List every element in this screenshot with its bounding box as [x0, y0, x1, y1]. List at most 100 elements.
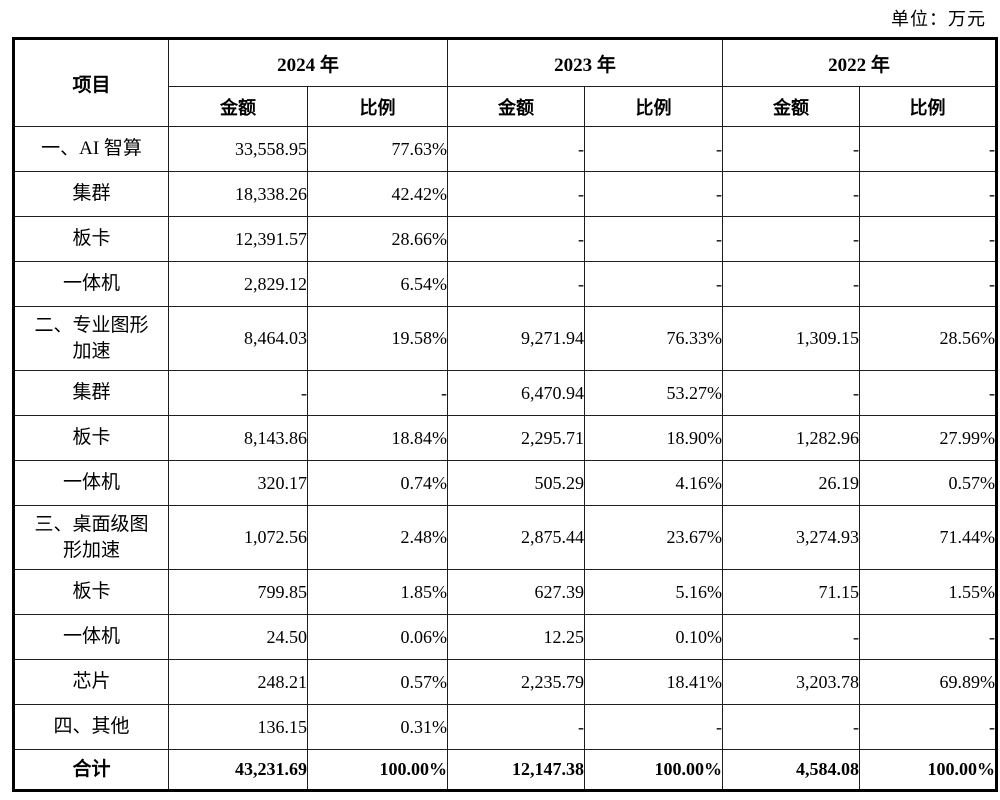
- row-label: 芯片: [13, 659, 169, 705]
- row-label: 一体机: [13, 261, 169, 307]
- col-header-year-2023: 2023 年: [447, 38, 724, 87]
- row-label: 板卡: [13, 415, 169, 461]
- amount-2024: 33,558.95: [168, 126, 308, 172]
- table-row-chip: 芯片 248.21 0.57% 2,235.79 18.41% 3,203.78…: [13, 659, 998, 705]
- amount-2023: 505.29: [447, 460, 586, 506]
- ratio-2023: -: [584, 216, 724, 262]
- amount-2024: 136.15: [168, 704, 308, 750]
- amount-2024: 320.17: [168, 460, 308, 506]
- amount-2023: 12,147.38: [447, 749, 586, 791]
- amount-2022: 3,274.93: [722, 505, 861, 570]
- ratio-2023: 0.10%: [584, 614, 724, 660]
- row-label: 板卡: [13, 216, 169, 262]
- amount-2024: 24.50: [168, 614, 308, 660]
- ratio-2024: 0.06%: [306, 614, 449, 660]
- ratio-2022: -: [859, 261, 998, 307]
- table-row-pro-graphics: 二、专业图形 加速 8,464.03 19.58% 9,271.94 76.33…: [13, 306, 998, 371]
- table-row-board: 板卡 8,143.86 18.84% 2,295.71 18.90% 1,282…: [13, 415, 998, 461]
- ratio-2024: 0.31%: [306, 704, 449, 750]
- ratio-2024: 28.66%: [306, 216, 449, 262]
- table-row-other: 四、其他 136.15 0.31% - - - -: [13, 704, 998, 750]
- ratio-2024: 0.57%: [306, 659, 449, 705]
- amount-2024: 18,338.26: [168, 171, 308, 217]
- ratio-2022: 28.56%: [859, 306, 998, 371]
- table-row-allinone: 一体机 320.17 0.74% 505.29 4.16% 26.19 0.57…: [13, 460, 998, 506]
- ratio-2022: -: [859, 216, 998, 262]
- ratio-2024: 77.63%: [306, 126, 449, 172]
- ratio-2023: 18.41%: [584, 659, 724, 705]
- ratio-2024: 100.00%: [306, 749, 449, 791]
- table-row-cluster: 集群 - - 6,470.94 53.27% - -: [13, 370, 998, 416]
- ratio-2024: 2.48%: [306, 505, 449, 570]
- table-row-total: 合计 43,231.69 100.00% 12,147.38 100.00% 4…: [13, 749, 998, 791]
- ratio-2024: 42.42%: [306, 171, 449, 217]
- amount-2024: 799.85: [168, 569, 308, 615]
- ratio-2024: -: [306, 370, 449, 416]
- amount-2024: 12,391.57: [168, 216, 308, 262]
- amount-2023: -: [447, 261, 586, 307]
- ratio-2022: -: [859, 171, 998, 217]
- amount-2022: -: [722, 370, 861, 416]
- amount-2023: 2,235.79: [447, 659, 586, 705]
- subheader-amount-2024: 金额: [168, 86, 308, 127]
- ratio-2022: 0.57%: [859, 460, 998, 506]
- amount-2022: -: [722, 261, 861, 307]
- ratio-2023: 53.27%: [584, 370, 724, 416]
- table-row-board: 板卡 799.85 1.85% 627.39 5.16% 71.15 1.55%: [13, 569, 998, 615]
- amount-2022: -: [722, 216, 861, 262]
- ratio-2024: 1.85%: [306, 569, 449, 615]
- row-label: 三、桌面级图 形加速: [13, 505, 169, 570]
- col-header-item: 项目: [13, 38, 169, 127]
- ratio-2023: 4.16%: [584, 460, 724, 506]
- row-label: 集群: [13, 171, 169, 217]
- ratio-2022: -: [859, 126, 998, 172]
- ratio-2023: -: [584, 126, 724, 172]
- ratio-2022: 69.89%: [859, 659, 998, 705]
- amount-2022: -: [722, 704, 861, 750]
- table-row-allinone: 一体机 2,829.12 6.54% - - - -: [13, 261, 998, 307]
- amount-2024: -: [168, 370, 308, 416]
- ratio-2022: 1.55%: [859, 569, 998, 615]
- ratio-2023: 23.67%: [584, 505, 724, 570]
- subheader-ratio-2022: 比例: [859, 86, 998, 127]
- row-label: 一体机: [13, 614, 169, 660]
- row-label: 一、AI 智算: [13, 126, 169, 172]
- revenue-breakdown-table: 项目 2024 年 2023 年 2022 年 金额 比例 金额 比例 金额 比…: [12, 37, 999, 792]
- unit-label: 单位：万元: [891, 9, 986, 29]
- amount-2024: 43,231.69: [168, 749, 308, 791]
- row-label: 集群: [13, 370, 169, 416]
- row-label: 合计: [13, 749, 169, 791]
- subheader-ratio-2024: 比例: [306, 86, 449, 127]
- amount-2022: 71.15: [722, 569, 861, 615]
- amount-2024: 2,829.12: [168, 261, 308, 307]
- table-row-allinone: 一体机 24.50 0.06% 12.25 0.10% - -: [13, 614, 998, 660]
- ratio-2022: 71.44%: [859, 505, 998, 570]
- ratio-2022: 27.99%: [859, 415, 998, 461]
- ratio-2022: 100.00%: [859, 749, 998, 791]
- row-label: 一体机: [13, 460, 169, 506]
- subheader-ratio-2023: 比例: [584, 86, 724, 127]
- col-header-year-2022: 2022 年: [722, 38, 998, 87]
- ratio-2024: 19.58%: [306, 306, 449, 371]
- row-label: 二、专业图形 加速: [13, 306, 169, 371]
- amount-2022: 1,309.15: [722, 306, 861, 371]
- amount-2022: 3,203.78: [722, 659, 861, 705]
- amount-2023: -: [447, 171, 586, 217]
- amount-2024: 1,072.56: [168, 505, 308, 570]
- amount-2023: 9,271.94: [447, 306, 586, 371]
- amount-2023: 12.25: [447, 614, 586, 660]
- ratio-2022: -: [859, 704, 998, 750]
- ratio-2024: 18.84%: [306, 415, 449, 461]
- amount-2023: 627.39: [447, 569, 586, 615]
- row-label: 板卡: [13, 569, 169, 615]
- amount-2023: 2,875.44: [447, 505, 586, 570]
- amount-2023: 2,295.71: [447, 415, 586, 461]
- table-row-cluster: 集群 18,338.26 42.42% - - - -: [13, 171, 998, 217]
- ratio-2022: -: [859, 370, 998, 416]
- amount-2022: 4,584.08: [722, 749, 861, 791]
- table-row-board: 板卡 12,391.57 28.66% - - - -: [13, 216, 998, 262]
- amount-2023: -: [447, 126, 586, 172]
- amount-2024: 8,464.03: [168, 306, 308, 371]
- ratio-2023: 76.33%: [584, 306, 724, 371]
- amount-2022: -: [722, 171, 861, 217]
